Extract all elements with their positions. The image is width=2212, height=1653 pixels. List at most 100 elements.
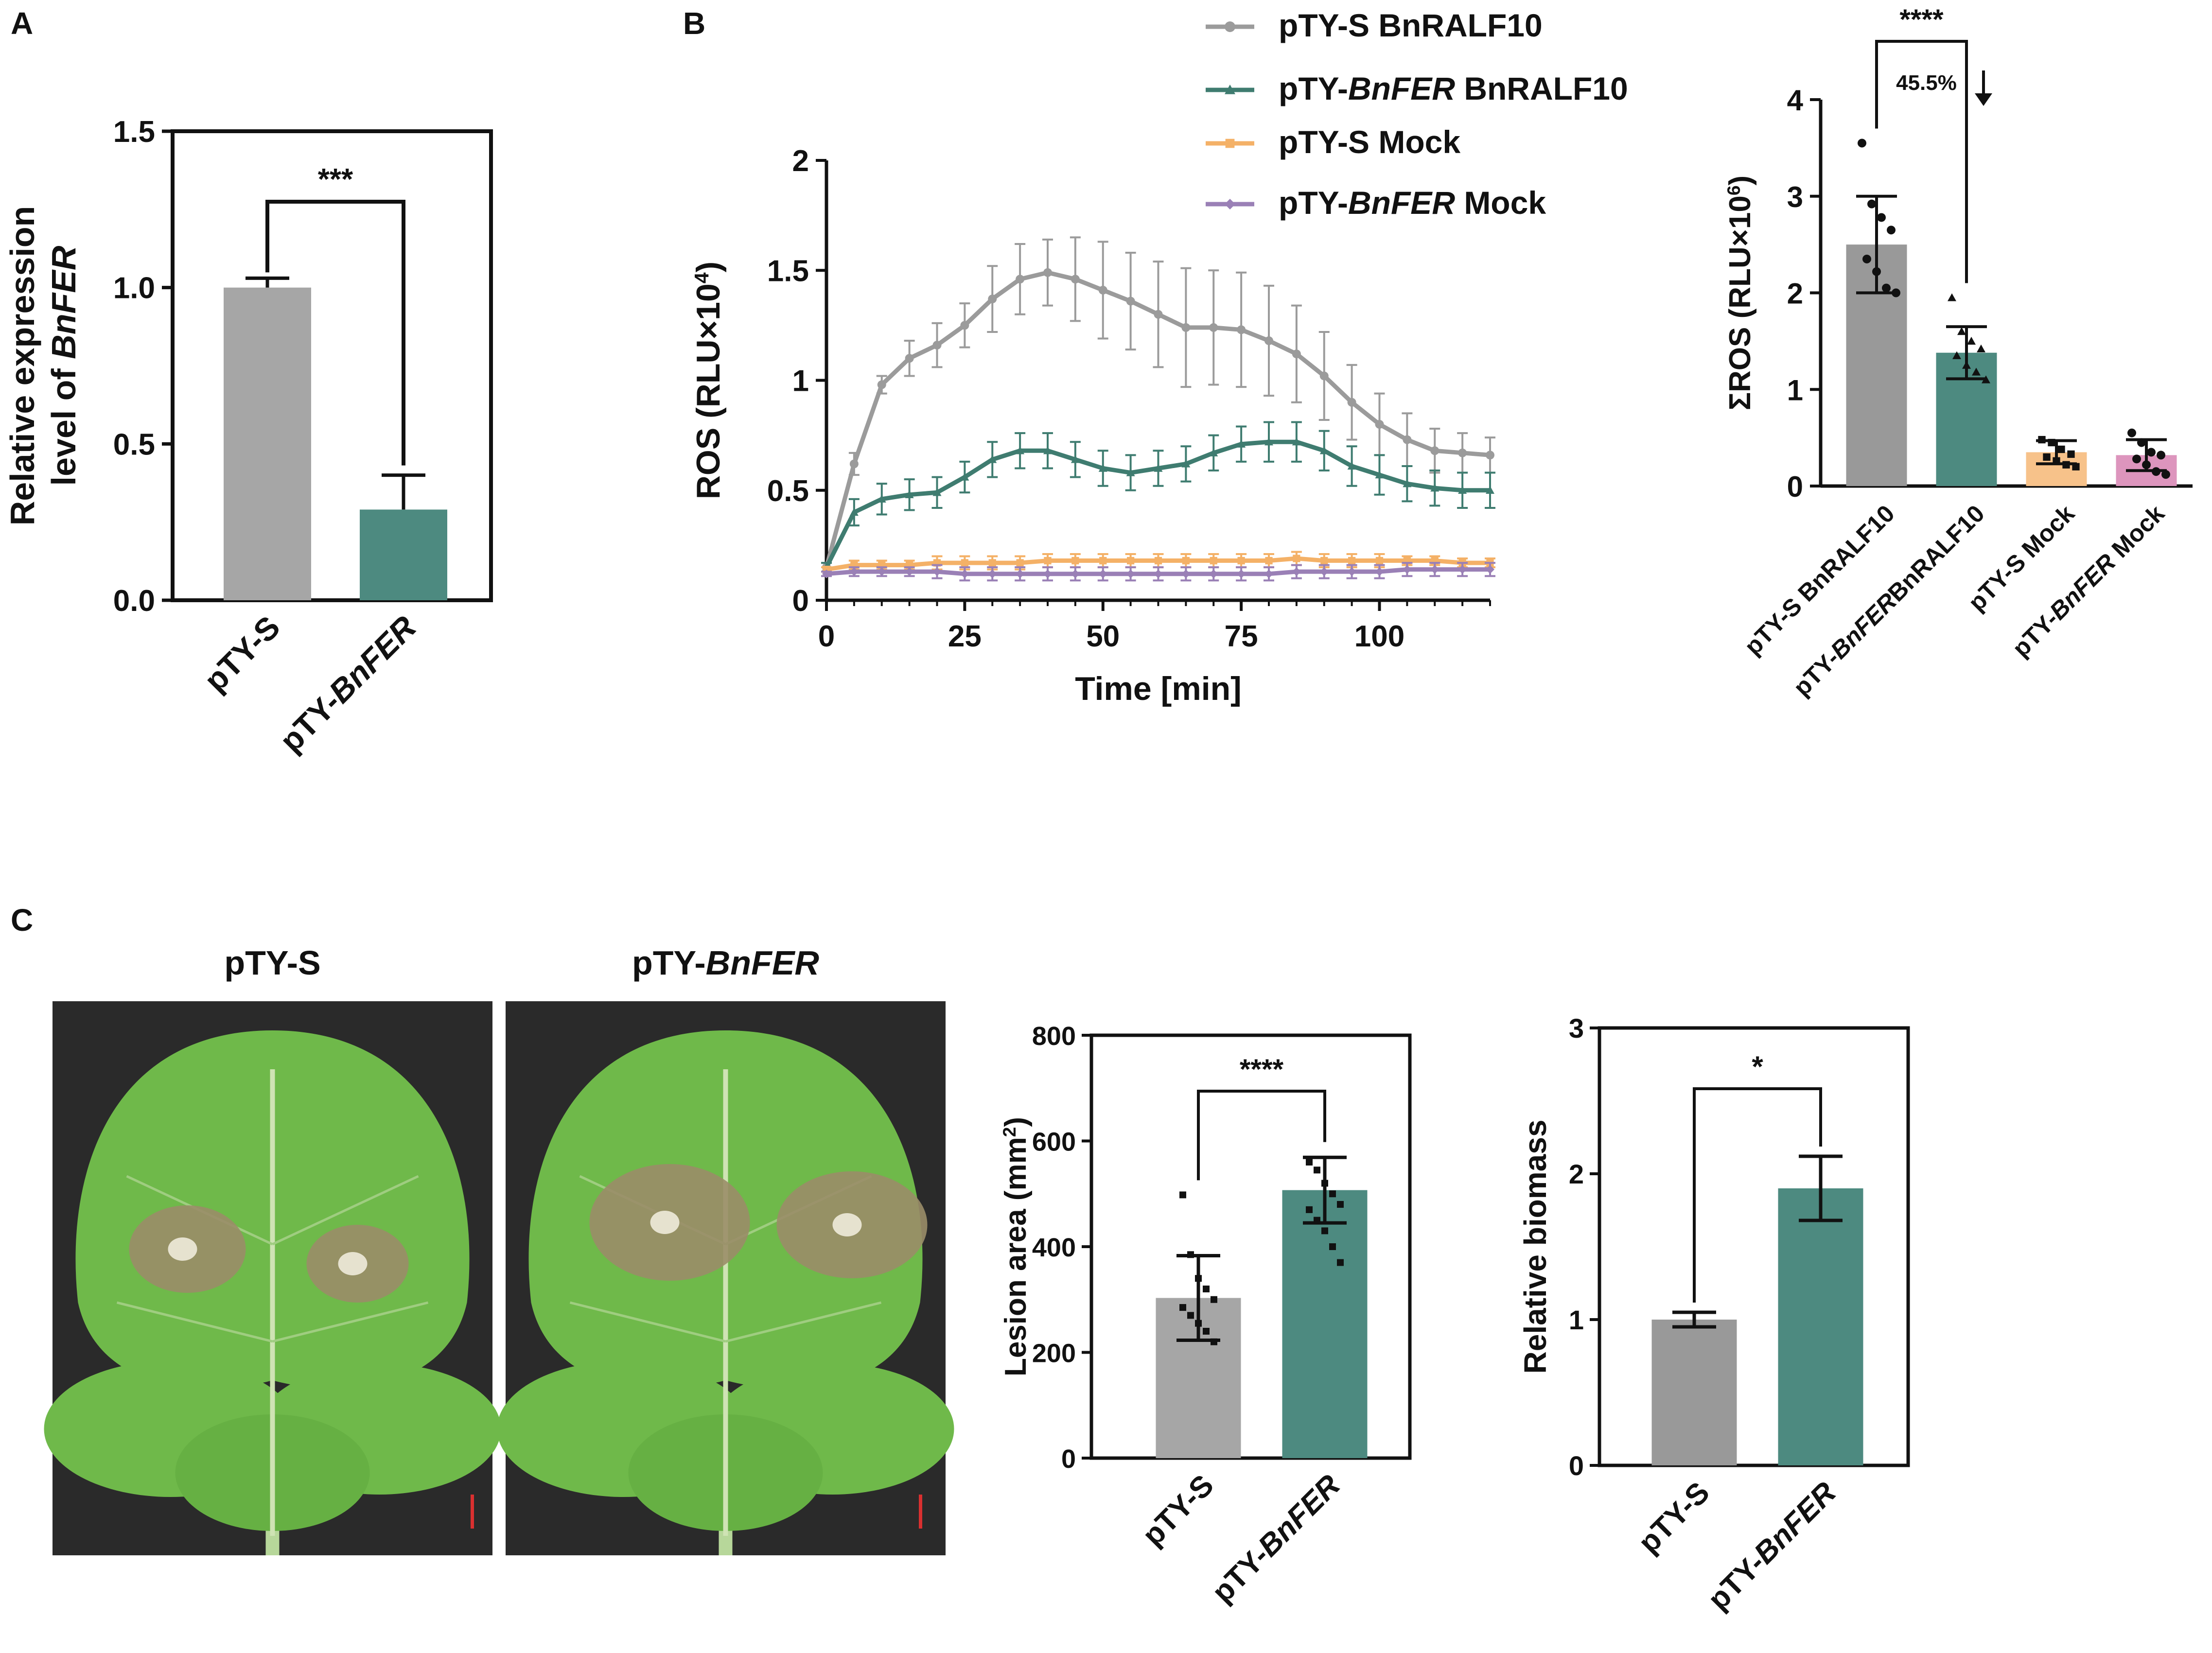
text-part: ) bbox=[999, 1117, 1033, 1127]
leaf-vein bbox=[272, 1301, 429, 1343]
series-point bbox=[1016, 559, 1024, 567]
leaf-vein bbox=[272, 1175, 419, 1246]
text-part: BnRALF10 bbox=[1455, 70, 1628, 106]
text-part: Relative expression bbox=[3, 206, 41, 526]
series-point bbox=[1403, 435, 1412, 444]
series-point bbox=[1264, 569, 1273, 578]
data-point bbox=[2127, 428, 2136, 437]
text-part: BnFER bbox=[706, 944, 820, 982]
text-part: Lesion area (mm bbox=[999, 1137, 1033, 1376]
series-point bbox=[988, 559, 996, 567]
series-point bbox=[1486, 565, 1494, 574]
data-point bbox=[1887, 226, 1896, 235]
text-part: BnFER bbox=[2044, 548, 2121, 625]
panel-label-text: B bbox=[683, 6, 705, 41]
series-point bbox=[1486, 486, 1494, 494]
series-point bbox=[960, 321, 969, 330]
series-point bbox=[1237, 557, 1245, 565]
series-point bbox=[960, 569, 969, 578]
data-point bbox=[1867, 199, 1876, 209]
series-point bbox=[1181, 459, 1191, 468]
series-point bbox=[1319, 567, 1329, 576]
text-part: 3 bbox=[1569, 1013, 1584, 1044]
panel-b-ros-time-course-chart: 0 0.5 1 1.5 2 0 25 50 75 100 Time [min] ROS (RLU×10… bbox=[690, 7, 1628, 707]
error-bar bbox=[1856, 194, 1897, 295]
series-point bbox=[960, 472, 969, 481]
text-part: BnFER bbox=[1826, 588, 1902, 664]
y-axis-label: Lesion area (mm2) bbox=[999, 1117, 1033, 1376]
x-category-label: pTY-BnFERBnRALF10 bbox=[1788, 500, 1990, 701]
data-point bbox=[1858, 139, 1866, 148]
series-point bbox=[988, 569, 997, 578]
y-tick-label: 1.5 bbox=[767, 254, 809, 288]
series-point bbox=[1154, 557, 1162, 565]
legend-marker bbox=[1225, 199, 1235, 209]
significance-bracket bbox=[265, 200, 405, 466]
y-tick-label: 0.5 bbox=[767, 474, 809, 508]
series-point bbox=[1098, 569, 1107, 578]
x-category-label: pTY-S bbox=[1136, 1468, 1220, 1552]
text-part: 3 bbox=[1787, 181, 1803, 213]
series-point bbox=[1293, 555, 1300, 562]
x-category-label: pTY-BnFER Mock bbox=[2007, 500, 2170, 662]
series-point bbox=[1403, 565, 1412, 574]
series-point bbox=[877, 380, 886, 389]
text-part: 0 bbox=[1061, 1444, 1076, 1474]
panel-label-text: A bbox=[11, 6, 33, 41]
series-point bbox=[849, 567, 859, 576]
series-point bbox=[1043, 268, 1052, 277]
text-part: 1 bbox=[1569, 1305, 1584, 1335]
text-part: 0 bbox=[1569, 1450, 1584, 1481]
significance-bracket bbox=[1875, 40, 1968, 283]
text-part: pTY-S BnRALF10 bbox=[1279, 7, 1543, 43]
text-part: 0 bbox=[1787, 470, 1803, 503]
series-point bbox=[1043, 569, 1052, 578]
legend-marker bbox=[1225, 139, 1235, 148]
series-point bbox=[1320, 557, 1328, 565]
y-tick-label: 600 bbox=[1032, 1128, 1076, 1157]
text-part: 25 bbox=[948, 620, 982, 653]
series-point bbox=[1099, 557, 1107, 565]
reduction-arrow-head bbox=[1975, 93, 1992, 106]
panel-c-leaf-photos: pTY-S pTY-BnFER bbox=[44, 944, 954, 1555]
series-point bbox=[1375, 567, 1384, 576]
error-bar bbox=[1946, 325, 1987, 381]
series-point bbox=[1347, 461, 1356, 470]
series-point bbox=[961, 559, 969, 567]
y-tick-label: 0 bbox=[792, 584, 809, 618]
series-point bbox=[1181, 323, 1191, 332]
series-point bbox=[1209, 448, 1218, 457]
y-tick-label: 0.0 bbox=[113, 584, 155, 618]
text-part: 600 bbox=[1032, 1128, 1076, 1157]
text-part: pTY-S bbox=[1632, 1476, 1716, 1560]
y-tick-label: 200 bbox=[1032, 1339, 1076, 1368]
series-point bbox=[1209, 323, 1218, 332]
series-point bbox=[1430, 484, 1440, 492]
data-point bbox=[1306, 1206, 1313, 1213]
text-part: ) bbox=[1723, 175, 1757, 186]
series-point bbox=[905, 567, 914, 576]
legend-label: pTY-BnFER BnRALF10 bbox=[1279, 70, 1628, 106]
significance-label: *** bbox=[318, 163, 353, 196]
text-part: pTY- bbox=[1279, 185, 1348, 221]
panel-label-b: B bbox=[683, 6, 705, 41]
legend-label: pTY-BnFER Mock bbox=[1279, 185, 1546, 221]
series-point bbox=[1016, 446, 1025, 454]
series-point bbox=[1292, 437, 1301, 446]
data-point bbox=[1337, 1259, 1344, 1266]
text-part: 4 bbox=[1787, 84, 1804, 117]
series-point bbox=[1098, 464, 1107, 472]
data-point bbox=[2147, 448, 2156, 457]
series-point bbox=[849, 508, 859, 516]
series-point bbox=[877, 494, 886, 503]
leaf-photo-0 bbox=[44, 1001, 501, 1555]
y-tick-label: 1 bbox=[792, 365, 809, 398]
series-point bbox=[1154, 310, 1163, 319]
data-point bbox=[1203, 1328, 1210, 1335]
data-point bbox=[1329, 1190, 1336, 1198]
y-tick-label: 2 bbox=[1787, 278, 1803, 310]
x-category-label: pTY-BnFER bbox=[1702, 1476, 1843, 1617]
text-part: ) bbox=[690, 261, 727, 273]
data-point bbox=[2157, 451, 2165, 460]
y-axis-label: ΣROS (RLU×106) bbox=[1723, 175, 1757, 410]
